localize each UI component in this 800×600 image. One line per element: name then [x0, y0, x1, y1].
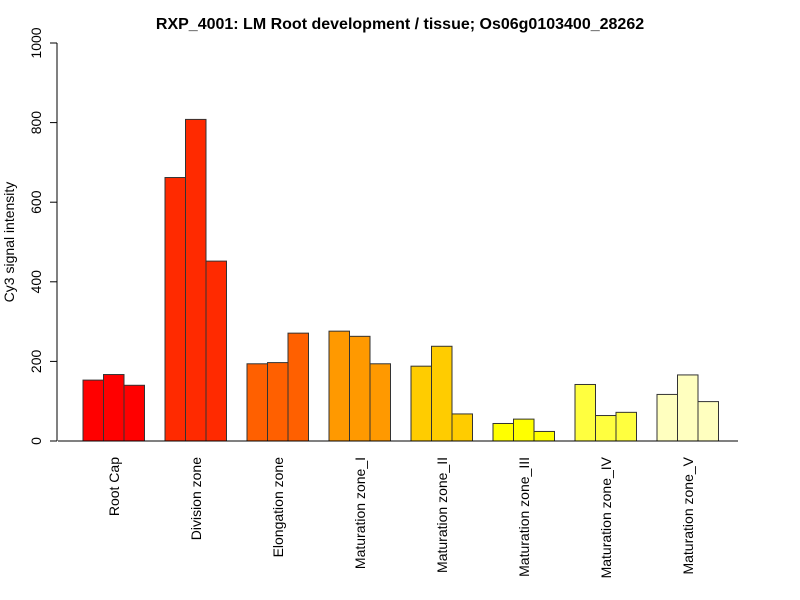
category-label-maturation-zone-iv: Maturation zone_IV [598, 456, 614, 578]
y-tick-label-800: 800 [28, 111, 44, 135]
category-label-elongation-zone: Elongation zone [270, 457, 286, 558]
bar-maturation-zone-v-rep3 [697, 401, 719, 442]
category-labels: Root Cap Division zone Elongation zone Matu… [106, 456, 696, 578]
bars-group [82, 118, 719, 442]
bar-maturation-zone-v-rep2 [677, 374, 699, 442]
bar-root-cap-rep1 [82, 379, 104, 442]
bar-root-cap-rep2 [103, 374, 125, 442]
bar-maturation-zone-i-rep1 [328, 330, 350, 442]
bar-division-zone-rep3 [205, 260, 227, 442]
bar-maturation-zone-iv-rep2 [595, 415, 617, 442]
bar-maturation-zone-ii-rep1 [410, 365, 432, 442]
bar-elongation-zone-rep2 [267, 362, 289, 442]
bar-elongation-zone-rep1 [246, 363, 268, 442]
bar-elongation-zone-rep3 [287, 332, 309, 442]
y-tick-label-200: 200 [28, 350, 44, 374]
bar-maturation-zone-v-rep1 [656, 393, 678, 442]
chart-title: RXP_4001: LM Root development / tissue; … [156, 16, 644, 33]
bar-maturation-zone-iii-rep1 [492, 422, 514, 442]
category-label-division-zone: Division zone [188, 457, 204, 540]
y-tick-label-1000: 1000 [28, 27, 44, 58]
y-tick-label-400: 400 [28, 270, 44, 294]
bar-maturation-zone-i-rep3 [369, 363, 391, 442]
bar-maturation-zone-i-rep2 [349, 335, 371, 442]
bar-maturation-zone-ii-rep2 [431, 345, 453, 442]
bar-root-cap-rep3 [123, 384, 145, 442]
y-tick-label-600: 600 [28, 190, 44, 214]
category-label-root-cap: Root Cap [106, 457, 122, 516]
bar-maturation-zone-iv-rep3 [615, 411, 637, 442]
y-tick-label-0: 0 [28, 437, 44, 445]
bar-maturation-zone-ii-rep3 [451, 413, 473, 442]
category-label-maturation-zone-iii: Maturation zone_III [516, 457, 532, 577]
category-label-maturation-zone-i: Maturation zone_I [352, 457, 368, 569]
category-label-maturation-zone-ii: Maturation zone_II [434, 457, 450, 573]
category-label-maturation-zone-v: Maturation zone_V [680, 456, 696, 574]
bar-maturation-zone-iii-rep3 [533, 430, 555, 442]
bar-maturation-zone-iv-rep1 [574, 383, 596, 442]
y-axis: 0 200 400 600 800 1000 [28, 27, 58, 445]
bar-division-zone-rep2 [185, 118, 207, 442]
bar-maturation-zone-iii-rep2 [513, 418, 535, 442]
bar-division-zone-rep1 [164, 177, 186, 442]
y-axis-label: Cy3 signal intensity [1, 182, 17, 303]
